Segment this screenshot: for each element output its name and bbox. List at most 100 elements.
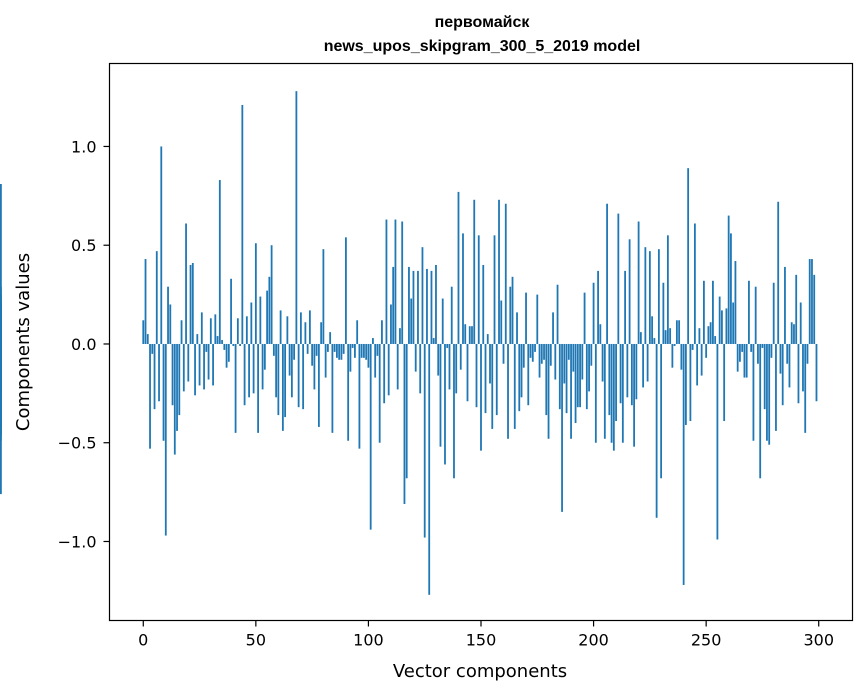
bar-182: [552, 312, 554, 344]
bar-228: [655, 343, 658, 518]
bar-23: [194, 343, 196, 396]
bar-207: [608, 343, 611, 416]
bar-14: [173, 343, 176, 455]
bar-281: [775, 343, 777, 431]
bar-79: [320, 322, 323, 344]
bar-205: [603, 343, 606, 439]
bar-167: [518, 343, 521, 412]
bar-238: [678, 320, 681, 344]
bar-297: [811, 259, 813, 344]
bar-215: [626, 343, 629, 398]
y-tick-label: 0.0: [71, 335, 96, 354]
bar-276: [763, 343, 766, 410]
bar-83: [329, 332, 332, 344]
bar-139: [455, 343, 458, 394]
bar-undefined: [0, 294, 2, 344]
bar-5: [153, 343, 156, 410]
bar-51: [257, 343, 259, 433]
bar-262: [732, 302, 735, 344]
bar-55: [266, 290, 269, 344]
bar-241: [684, 343, 687, 425]
bar-130: [435, 264, 437, 344]
bar-253: [712, 280, 714, 344]
bar-86: [336, 343, 338, 358]
bar-115: [401, 221, 404, 344]
bar-145: [468, 326, 471, 344]
bar-245: [693, 223, 696, 344]
bar-98: [363, 343, 365, 358]
bar-1: [144, 259, 147, 344]
bar-undefined: [0, 343, 2, 495]
x-tick-label: 50: [246, 631, 266, 650]
bar-258: [723, 343, 726, 422]
bar-16: [178, 343, 181, 416]
bar-33: [216, 336, 219, 344]
bar-243: [689, 343, 692, 422]
bar-157: [495, 343, 498, 416]
bar-81: [324, 343, 327, 378]
bar-126: [426, 268, 428, 344]
y-tick-label: −1.0: [58, 532, 97, 551]
bar-283: [779, 343, 782, 374]
bar-231: [662, 282, 665, 344]
bar-109: [387, 343, 390, 396]
bar-162: [507, 343, 509, 439]
bar-166: [516, 312, 518, 344]
bar-265: [739, 343, 741, 362]
bar-135: [446, 343, 449, 348]
bar-179: [545, 343, 548, 416]
bar-46: [245, 316, 248, 344]
bar-170: [525, 292, 527, 344]
bar-268: [745, 343, 748, 378]
bar-178: [543, 343, 545, 360]
bar-50: [254, 243, 257, 344]
bar-70: [299, 312, 302, 344]
bar-250: [705, 343, 708, 358]
bar-148: [475, 343, 478, 408]
bar-285: [784, 266, 786, 344]
bar-212: [619, 343, 622, 404]
bar-61: [279, 310, 282, 344]
bar-239: [680, 343, 683, 370]
bar-293: [802, 343, 804, 392]
bar-36: [223, 343, 226, 350]
bar-202: [597, 270, 599, 344]
x-tick-label: 200: [578, 631, 609, 650]
bar-260: [727, 215, 730, 344]
x-tick-label: 0: [138, 631, 148, 650]
bar-194: [579, 343, 581, 408]
bar-171: [527, 343, 530, 406]
bar-105: [378, 343, 381, 443]
bar-127: [428, 343, 431, 595]
bar-20: [187, 343, 190, 382]
bar-129: [432, 338, 435, 344]
bar-192: [574, 343, 577, 423]
bar-18: [182, 343, 185, 392]
bar-263: [734, 261, 737, 344]
bar-153: [486, 334, 489, 344]
bar-299: [815, 343, 818, 402]
bar-71: [302, 343, 305, 410]
bar-91: [347, 343, 350, 441]
bar-53: [261, 343, 264, 390]
bar-193: [576, 343, 579, 408]
bar-257: [721, 310, 723, 344]
bar-66: [290, 343, 293, 398]
bar-47: [248, 343, 250, 398]
bar-42: [236, 318, 239, 344]
bar-172: [529, 343, 532, 358]
bar-183: [554, 343, 557, 380]
bar-106: [381, 320, 383, 344]
bar-26: [200, 312, 203, 344]
bar-102: [372, 338, 374, 344]
bar-273: [757, 343, 759, 364]
bar-4: [151, 343, 154, 354]
bar-111: [392, 266, 395, 344]
bar-177: [540, 343, 543, 364]
bar-56: [268, 276, 271, 344]
bar-121: [414, 343, 417, 372]
bar-287: [788, 343, 791, 388]
bar-22: [191, 262, 194, 344]
bar-72: [304, 322, 307, 344]
bar-128: [430, 270, 433, 344]
